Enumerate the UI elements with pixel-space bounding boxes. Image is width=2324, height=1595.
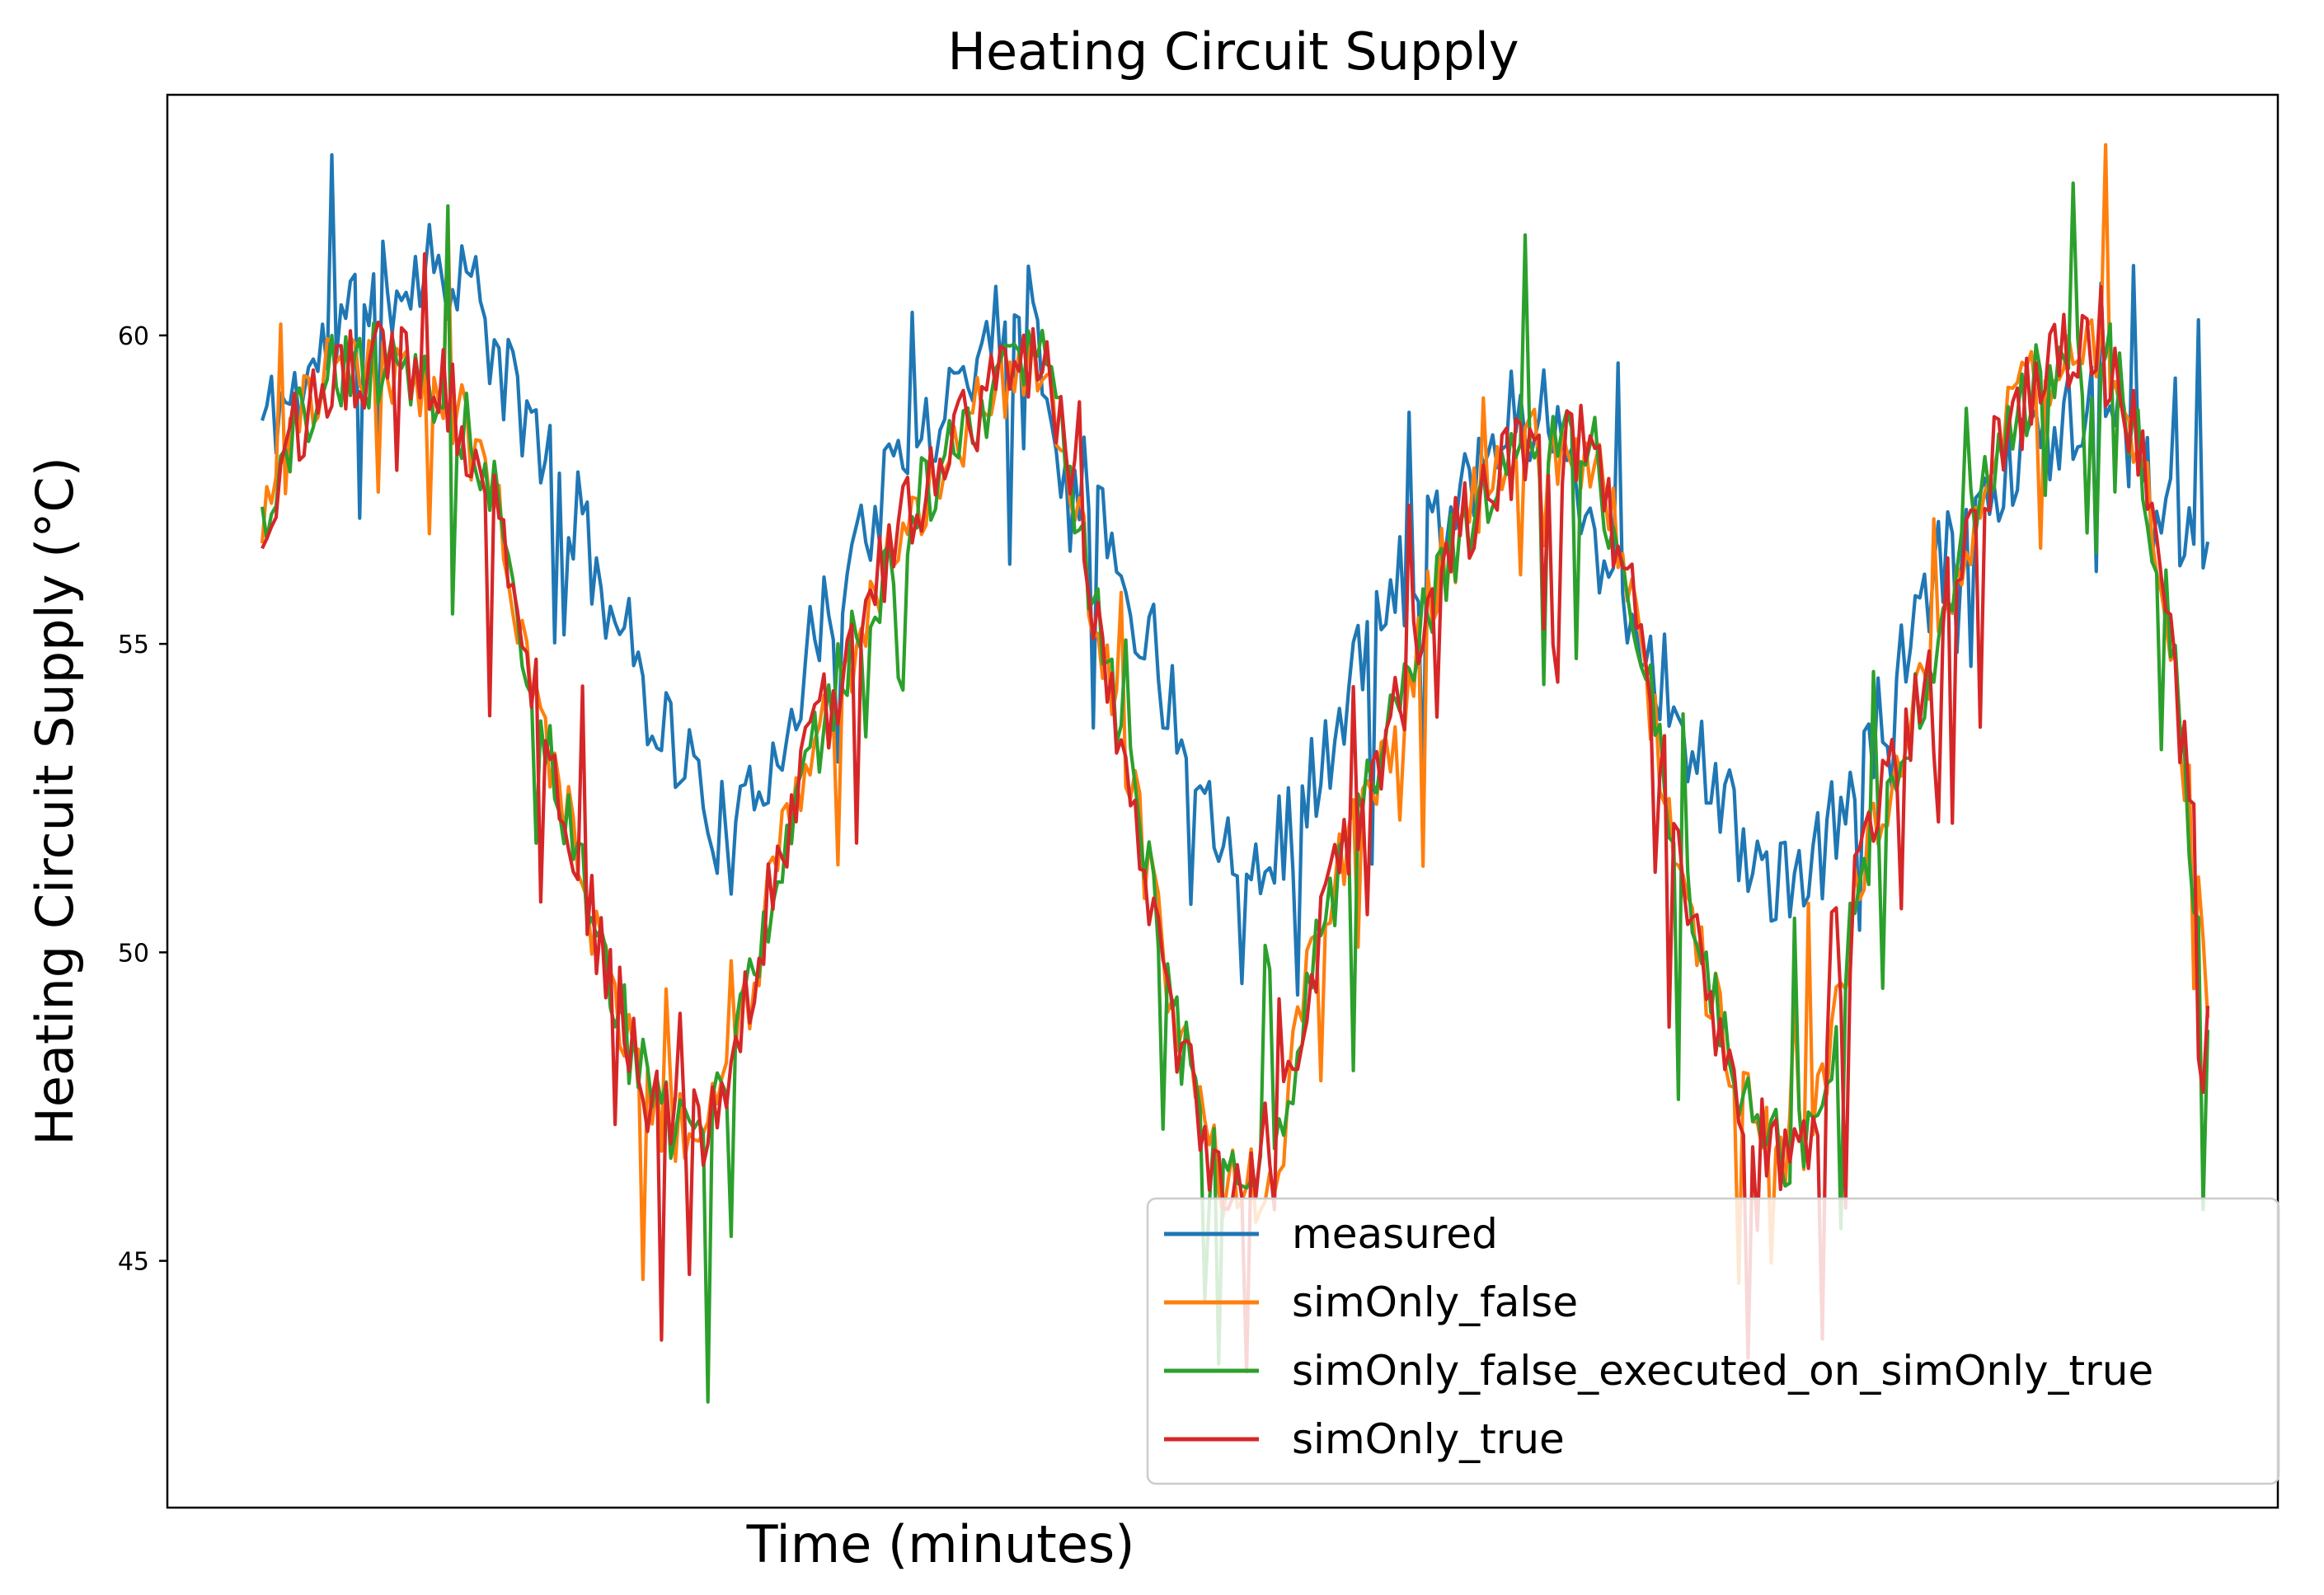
y-tick-label: 60 — [118, 322, 149, 351]
legend-label: measured — [1292, 1210, 1498, 1258]
x-axis-label: Time (minutes) — [746, 1514, 1135, 1574]
chart-title: Heating Circuit Supply — [947, 21, 1519, 82]
y-tick-label: 55 — [118, 631, 149, 659]
plot-area — [260, 143, 2210, 1404]
y-axis-label: Heating Circuit Supply (°C) — [25, 457, 85, 1146]
y-axis: 45 50 55 60 — [118, 322, 167, 1277]
legend-label: simOnly_true — [1292, 1415, 1565, 1463]
legend-label: simOnly_false_executed_on_simOnly_true — [1292, 1347, 2153, 1395]
legend-box — [1146, 1197, 2280, 1485]
legend: measured simOnly_false simOnly_false_execu… — [1146, 1197, 2280, 1485]
series-line-simonly-true — [261, 251, 2210, 1374]
series-line-measured — [260, 152, 2210, 997]
y-tick-label: 45 — [118, 1248, 149, 1277]
legend-label: simOnly_false — [1292, 1278, 1578, 1326]
axes-frame — [166, 93, 2279, 1509]
y-tick-label: 50 — [118, 939, 149, 968]
